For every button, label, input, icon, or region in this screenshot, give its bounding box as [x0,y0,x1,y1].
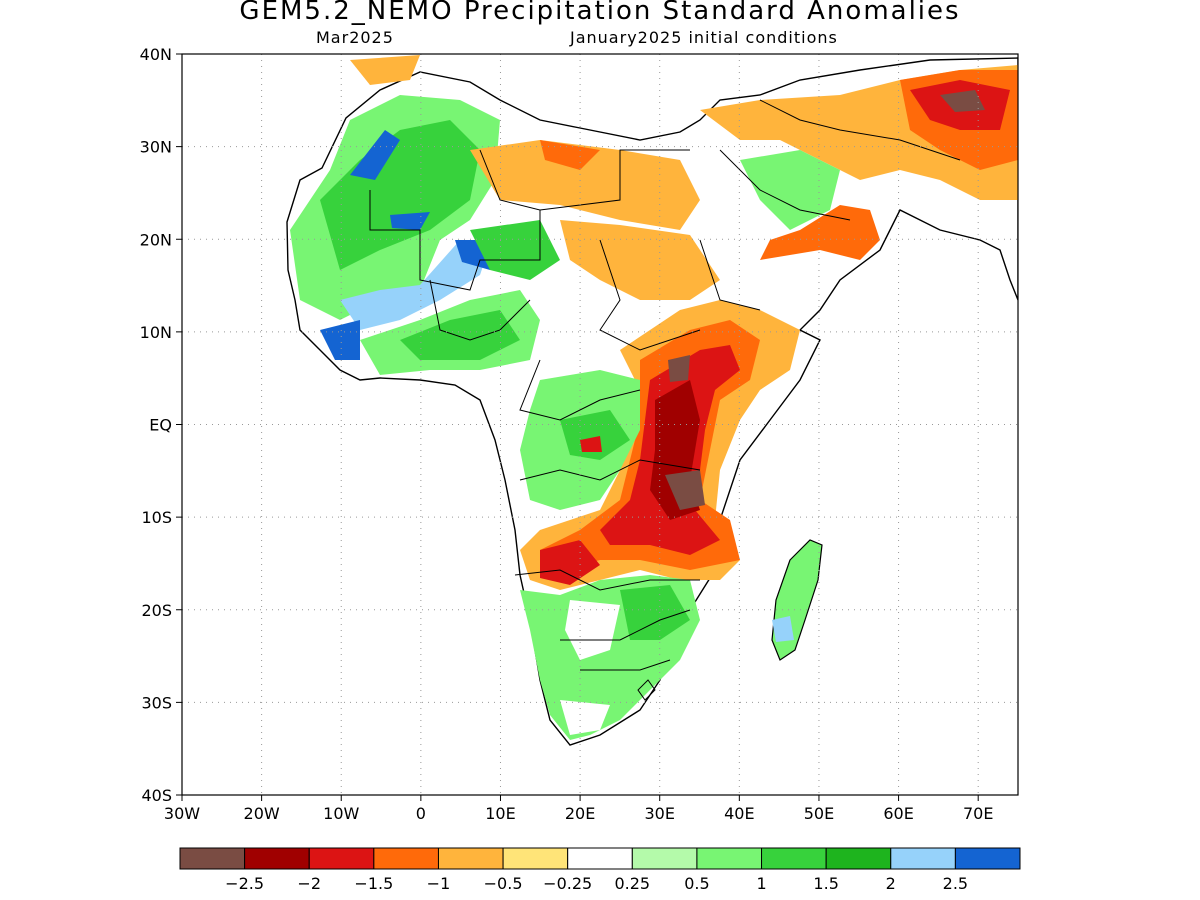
lat-label: 40S [141,786,172,805]
colorbar-label: 0.25 [614,874,650,893]
colorbar-label: −2.5 [225,874,264,893]
madagascar [771,539,823,661]
lat-label: 10N [140,323,172,342]
colorbar-label: −2 [297,874,321,893]
lat-label: 40N [140,45,172,64]
chart-title: GEM5.2_NEMO Precipitation Standard Anoma… [239,0,961,26]
colorbar-label: 1 [756,874,766,893]
colorbar-swatch [179,847,246,870]
colorbar-label: −0.25 [543,874,592,893]
latitude-labels: 40N 30N 20N 10N EQ 10S 20S 30S 40S [140,45,182,805]
colorbar-swatch [373,847,439,870]
country-borders [369,99,961,701]
colorbar-label: 1.5 [813,874,838,893]
lon-label: 10W [323,804,359,823]
longitude-labels: 30W 20W 10W 0 10E 20E 30E 40E 50E 60E 70E [164,795,993,823]
colorbar-swatch [308,847,375,870]
colorbar-swatch [631,847,698,870]
colorbar-label: 2 [886,874,896,893]
lon-label: 50E [804,804,834,823]
lat-label: 30N [140,138,172,157]
lon-label: 40E [724,804,754,823]
wet-anomaly-region-sahel [360,220,560,375]
colorbar-label: 2.5 [943,874,968,893]
colorbar-label: −1 [427,874,451,893]
colorbar: −2.5 −2 −1.5 −1 −0.5 −0.25 0.25 0.5 1 1.5 2 2.5 [179,847,1021,893]
lon-label: 30W [164,804,200,823]
colorbar-swatch [825,847,892,870]
lat-label: 20N [140,230,172,249]
lon-label: 60E [883,804,913,823]
colorbar-swatch [244,847,310,870]
forecast-month: Mar2025 [316,28,394,47]
lon-label: 20E [565,804,595,823]
lon-label: 0 [416,804,426,823]
wet-anomaly-region-southern [520,575,700,740]
dry-anomaly-region-arabia [700,65,1018,260]
colorbar-swatch [696,847,763,870]
lon-label: 20W [244,804,280,823]
lon-label: 10E [485,804,515,823]
colorbar-swatch [954,847,1021,870]
lon-label: 30E [644,804,674,823]
lat-label: 20S [141,601,172,620]
initial-conditions: January2025 initial conditions [570,28,838,47]
lon-label: 70E [963,804,993,823]
lat-label: 10S [141,508,172,527]
lat-label: 30S [141,693,172,712]
wet-anomaly-region-northwest [290,95,500,360]
lat-label: EQ [149,416,172,435]
colorbar-swatch [890,847,956,870]
colorbar-label: 0.5 [684,874,709,893]
colorbar-swatch [502,847,569,870]
colorbar-swatch [567,847,633,870]
colorbar-swatch [437,847,504,870]
colorbar-swatch [761,847,827,870]
colorbar-label: −0.5 [484,874,523,893]
colorbar-label: −1.5 [354,874,393,893]
map-gridlines [182,54,1018,795]
